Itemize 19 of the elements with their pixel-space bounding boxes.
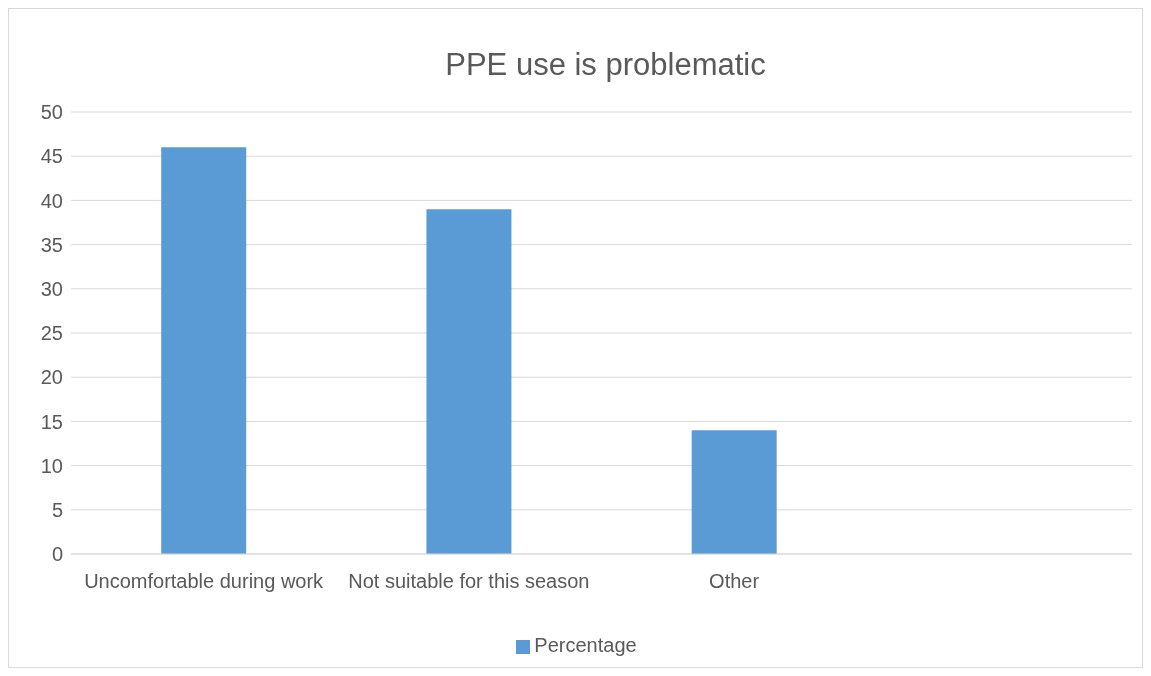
y-tick-label: 25 [40,322,63,345]
y-tick-label: 50 [40,101,63,124]
x-tick-label: Not suitable for this season [348,570,590,593]
bar [161,147,247,554]
y-tick-label: 40 [40,189,63,212]
y-tick-label: 45 [40,145,63,168]
x-tick-label: Other [709,570,760,593]
bar [426,209,512,554]
x-tick-label: Uncomfortable during work [84,570,325,593]
y-tick-label: 35 [40,233,63,256]
chart-title: PPE use is problematic [444,47,767,83]
y-tick-label: 30 [40,277,63,300]
bar [691,430,777,554]
legend-label: Percentage [534,634,637,656]
y-tick-label: 0 [51,543,63,566]
y-tick-label: 10 [40,454,63,477]
y-tick-label: 20 [40,366,63,389]
y-tick-label: 15 [40,410,63,433]
y-tick-label: 5 [51,498,63,521]
